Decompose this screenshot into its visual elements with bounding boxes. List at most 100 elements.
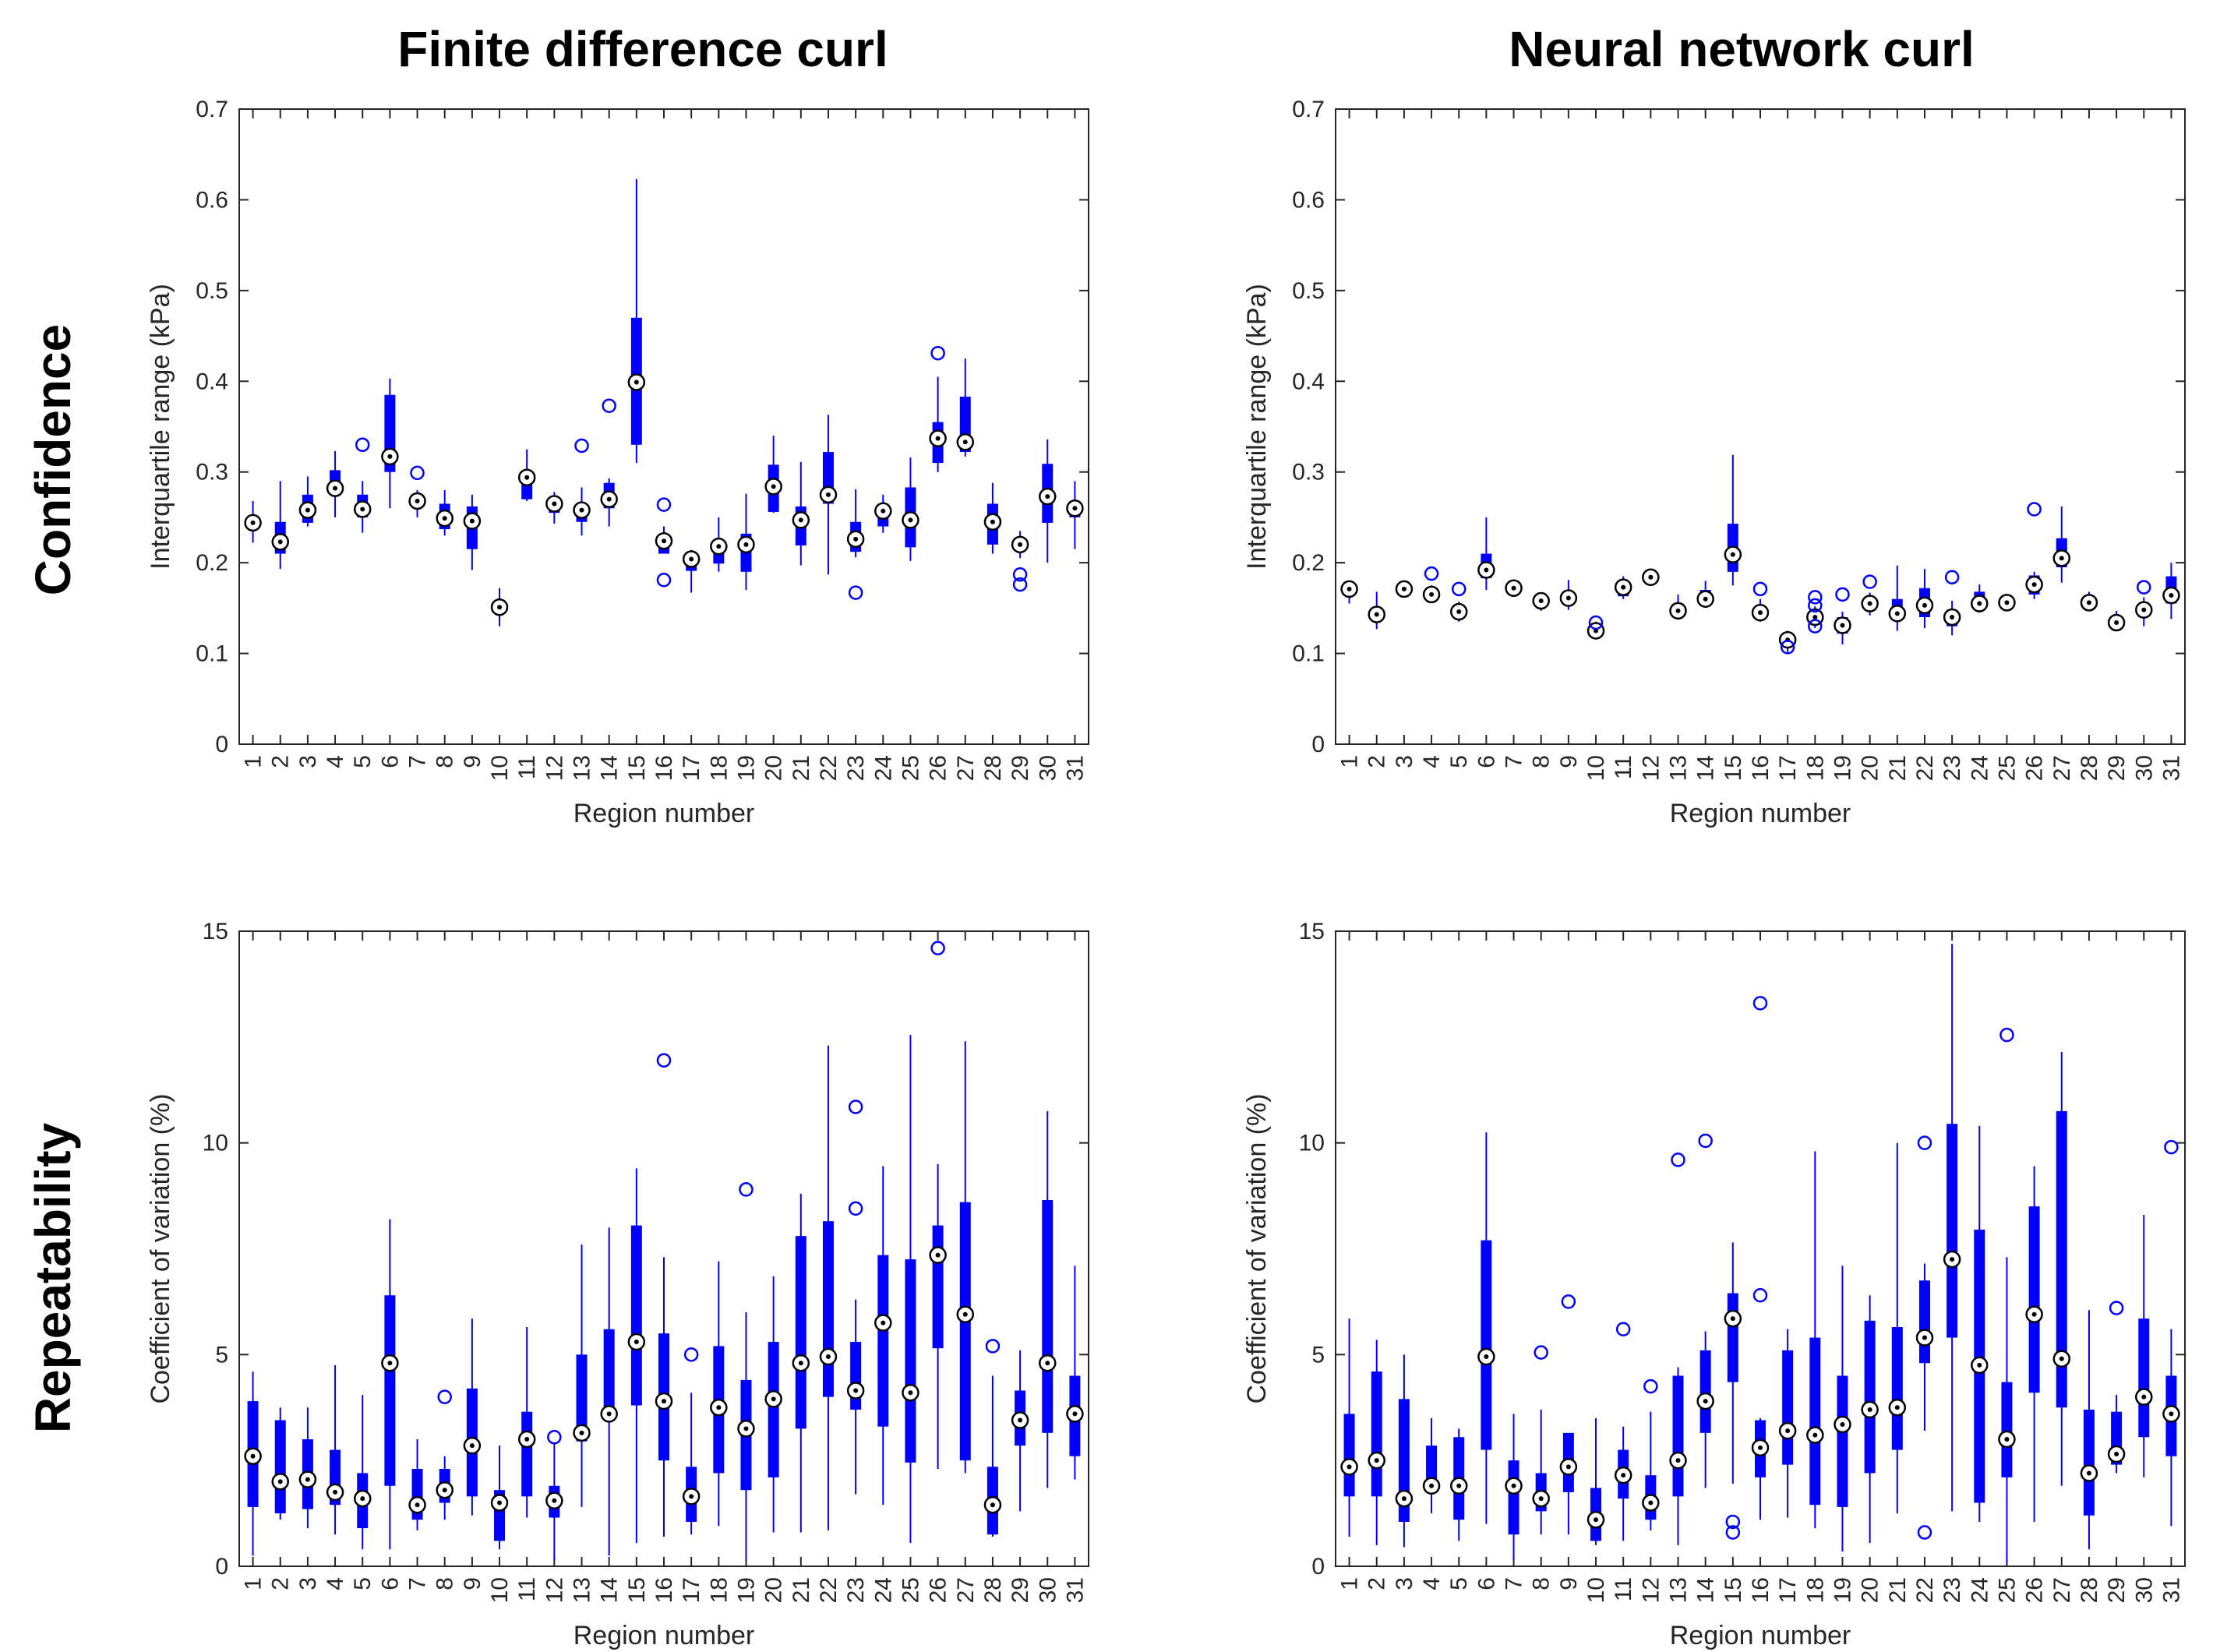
box-region-25 xyxy=(902,1035,919,1544)
x-axis-label: Region number xyxy=(1670,1621,1851,1650)
x-tick-label: 31 xyxy=(2158,1577,2184,1603)
box-region-9 xyxy=(1559,1294,1578,1535)
x-tick-label: 23 xyxy=(843,1577,869,1603)
outlier xyxy=(1917,1525,1932,1540)
x-tick-label: 4 xyxy=(1419,755,1445,768)
outlier xyxy=(1835,587,1850,602)
x-tick-label: 13 xyxy=(1666,1577,1692,1603)
outlier xyxy=(1534,1345,1548,1360)
box xyxy=(905,1259,916,1463)
median-dot xyxy=(1758,610,1763,616)
median-dot xyxy=(387,1361,393,1366)
x-tick-label: 5 xyxy=(1446,755,1472,768)
median-dot xyxy=(689,556,694,562)
x-tick-label: 24 xyxy=(1967,1577,1992,1603)
x-tick-label: 7 xyxy=(405,755,431,768)
outlier xyxy=(437,1389,452,1404)
box xyxy=(1947,1124,1958,1338)
box-region-29 xyxy=(2107,1301,2126,1474)
median-dot xyxy=(1072,1411,1078,1417)
median-dot xyxy=(771,1396,776,1402)
median-dot xyxy=(1594,1517,1599,1523)
box-region-2 xyxy=(271,1407,289,1520)
median-dot xyxy=(1758,1445,1763,1450)
x-tick-label: 27 xyxy=(953,755,979,781)
median-dot xyxy=(552,501,557,507)
box-region-5 xyxy=(1449,1428,1468,1541)
box xyxy=(932,1225,944,1349)
median-dot xyxy=(333,485,338,491)
median-dot xyxy=(825,1354,831,1360)
outlier xyxy=(602,398,616,413)
box xyxy=(2056,1110,2067,1408)
plot-area xyxy=(238,108,1089,745)
median-dot xyxy=(1456,1483,1462,1488)
box-region-21 xyxy=(1888,565,1907,631)
x-tick-label: 6 xyxy=(1474,755,1499,768)
x-tick-label: 9 xyxy=(460,755,485,768)
boxplot-neural-network-confidence: 00.10.20.30.40.50.60.71 2 3 4 5 6 7 8 9 10 11 12 13 1… xyxy=(1242,97,2186,828)
x-tick-label: 21 xyxy=(1885,1577,1911,1603)
median-dot xyxy=(1922,602,1927,608)
x-tick-label: 29 xyxy=(1008,1577,1033,1603)
box-region-11 xyxy=(1614,576,1632,599)
box-region-4 xyxy=(1422,566,1441,604)
box-region-10 xyxy=(1587,615,1605,640)
median-dot xyxy=(2059,1356,2064,1361)
x-tick-label: 21 xyxy=(789,1577,814,1603)
outlier xyxy=(1752,581,1768,597)
median-dot xyxy=(250,1453,256,1459)
box xyxy=(1918,1280,1930,1364)
x-tick-label: 15 xyxy=(1721,1577,1746,1603)
y-tick-label: 15 xyxy=(203,919,228,944)
box-region-27 xyxy=(956,358,975,457)
median-dot xyxy=(825,492,831,497)
x-tick-label: 28 xyxy=(980,1577,1006,1603)
x-tick-label: 20 xyxy=(1858,1577,1883,1603)
box xyxy=(630,1225,642,1406)
median-dot xyxy=(1538,1496,1544,1502)
x-tick-label: 19 xyxy=(1830,1577,1855,1603)
median-dot xyxy=(1703,1399,1708,1404)
box-region-8 xyxy=(1532,1345,1550,1535)
median-dot xyxy=(716,1405,722,1410)
box-region-19 xyxy=(1834,1265,1851,1551)
x-tick-label: 22 xyxy=(816,1577,842,1603)
box-region-31 xyxy=(2162,563,2180,620)
box-region-22 xyxy=(1915,1135,1934,1540)
box xyxy=(1891,1327,1903,1450)
box-region-19 xyxy=(1834,587,1851,644)
median-dot xyxy=(1045,494,1050,499)
x-tick-label: 20 xyxy=(1858,755,1883,781)
x-tick-label: 19 xyxy=(1830,755,1855,781)
median-dot xyxy=(662,538,666,544)
median-dot xyxy=(771,484,776,489)
outlier xyxy=(1012,567,1028,582)
box-region-20 xyxy=(1861,574,1879,616)
median-dot xyxy=(387,454,393,459)
outlier xyxy=(930,941,945,955)
median-dot xyxy=(1648,1500,1654,1506)
box xyxy=(2083,1409,2095,1516)
x-tick-label: 9 xyxy=(1556,755,1582,768)
median-dot xyxy=(634,1340,639,1345)
outlier xyxy=(1643,1378,1658,1394)
box-region-20 xyxy=(764,1276,782,1533)
median-dot xyxy=(1894,611,1900,616)
box xyxy=(603,1329,615,1412)
column-title-finite-difference: Finite difference curl xyxy=(397,21,888,77)
median-dot xyxy=(908,517,913,523)
x-tick-label: 27 xyxy=(2049,755,2075,781)
x-tick-label: 23 xyxy=(1939,755,1965,781)
column-title-neural-network: Neural network curl xyxy=(1509,21,1975,77)
box-region-21 xyxy=(1888,1142,1907,1514)
median-dot xyxy=(1977,601,1982,606)
median-dot xyxy=(552,1498,557,1503)
box xyxy=(1837,1375,1848,1507)
median-dot xyxy=(333,1489,338,1495)
outlier xyxy=(410,465,425,481)
x-tick-label: 25 xyxy=(1994,755,2020,781)
